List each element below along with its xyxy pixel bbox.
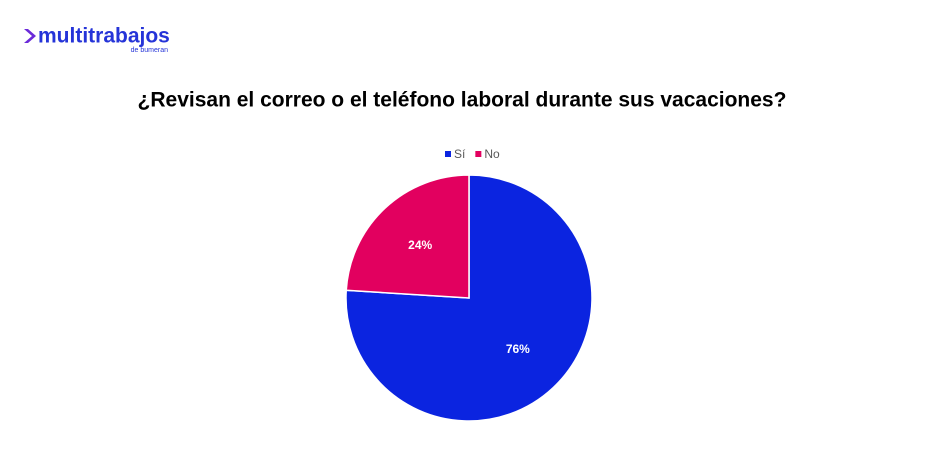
pie: 76% 24% — [345, 174, 593, 422]
legend-swatch — [475, 151, 482, 157]
logo-tagline: de bumeran — [131, 47, 168, 54]
legend-label: No — [484, 147, 500, 161]
legend-swatch — [445, 151, 451, 157]
chart-title: ¿Revisan el correo o el teléfono laboral… — [138, 89, 787, 112]
pie-slice — [345, 174, 470, 299]
legend: Sí No — [445, 147, 500, 161]
data-label: 76% — [506, 342, 530, 356]
data-label: 24% — [408, 238, 432, 252]
logo-name: multitrabajos — [38, 25, 170, 48]
logo-icon — [24, 29, 36, 43]
legend-label: Sí — [454, 147, 466, 161]
